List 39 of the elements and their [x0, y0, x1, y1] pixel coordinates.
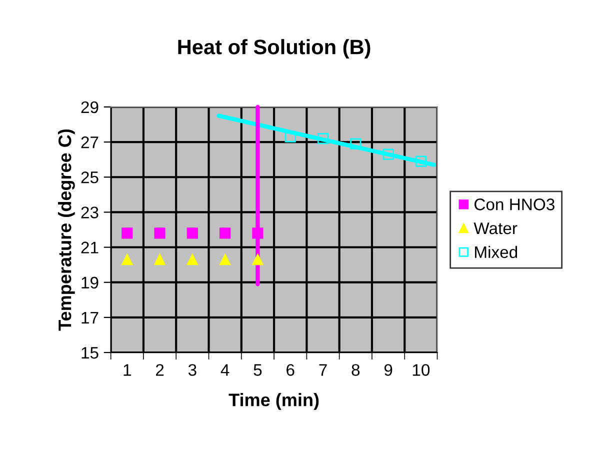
point — [350, 138, 362, 150]
y-tick-label: 23 — [81, 206, 98, 218]
y-tick-label: 29 — [81, 101, 98, 114]
x-tick-label: 5 — [254, 364, 262, 376]
chart-title: Heat of Solution (B) — [178, 39, 370, 58]
point — [154, 254, 166, 266]
legend-label: Water — [474, 222, 518, 234]
point — [252, 228, 264, 239]
point — [317, 132, 329, 144]
x-tick-label: 7 — [319, 364, 327, 376]
point — [252, 254, 264, 266]
point — [284, 131, 296, 142]
x-tick-label: 10 — [412, 364, 430, 376]
y-tick-label: 21 — [81, 242, 98, 254]
point — [415, 156, 427, 167]
point — [186, 228, 198, 239]
x-tick-label: 2 — [156, 364, 164, 376]
x-tick-label: 1 — [124, 364, 131, 376]
point — [122, 254, 133, 266]
point — [154, 228, 166, 239]
y-tick-label: 15 — [82, 347, 98, 359]
point — [186, 254, 198, 266]
point — [220, 254, 231, 266]
y-tick-label: 17 — [82, 312, 98, 324]
point — [382, 148, 394, 160]
y-axis-title: Temperature (degree C) — [58, 129, 75, 331]
x-tick-label: 6 — [286, 364, 294, 376]
y-tick-label: 19 — [82, 276, 98, 289]
x-tick-label: 9 — [384, 364, 392, 376]
x-tick-label: 4 — [220, 364, 230, 376]
point — [220, 228, 231, 239]
legend-label: Mixed — [475, 246, 518, 258]
x-tick-label: 3 — [188, 364, 196, 376]
y-tick-label: 27 — [81, 136, 98, 148]
point — [122, 228, 133, 239]
legend-label: Con HNO3 — [474, 198, 554, 210]
x-axis-title: Time (min) — [228, 393, 319, 410]
y-tick-label: 25 — [81, 172, 98, 184]
x-tick-label: 8 — [352, 364, 360, 376]
